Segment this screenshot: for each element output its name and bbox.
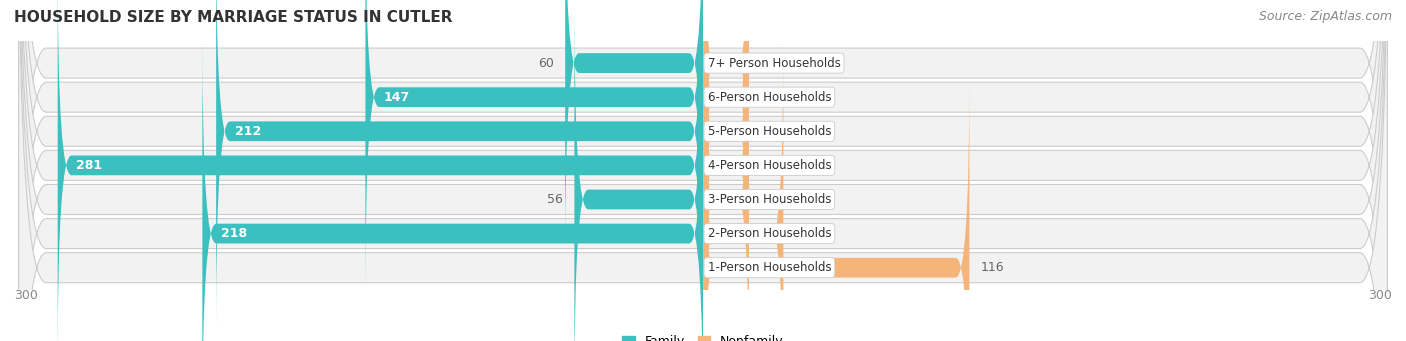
- Text: 4-Person Households: 4-Person Households: [707, 159, 831, 172]
- Text: 218: 218: [221, 227, 247, 240]
- FancyBboxPatch shape: [366, 0, 703, 292]
- Text: 56: 56: [547, 193, 562, 206]
- Text: 212: 212: [235, 125, 260, 138]
- FancyBboxPatch shape: [18, 0, 1388, 341]
- FancyBboxPatch shape: [703, 0, 749, 326]
- Text: 300: 300: [14, 289, 38, 302]
- FancyBboxPatch shape: [703, 0, 749, 341]
- Text: 0: 0: [761, 159, 769, 172]
- Text: 0: 0: [761, 125, 769, 138]
- FancyBboxPatch shape: [18, 0, 1388, 341]
- Text: 116: 116: [981, 261, 1004, 274]
- Text: 147: 147: [384, 91, 411, 104]
- FancyBboxPatch shape: [217, 0, 703, 326]
- FancyBboxPatch shape: [58, 0, 703, 341]
- FancyBboxPatch shape: [18, 0, 1388, 341]
- Text: 281: 281: [76, 159, 103, 172]
- Text: 2-Person Households: 2-Person Households: [707, 227, 831, 240]
- Text: 6-Person Households: 6-Person Households: [707, 91, 831, 104]
- Text: 1-Person Households: 1-Person Households: [707, 261, 831, 274]
- Text: 300: 300: [1368, 289, 1392, 302]
- FancyBboxPatch shape: [703, 73, 969, 341]
- Text: 0: 0: [761, 193, 769, 206]
- Text: HOUSEHOLD SIZE BY MARRIAGE STATUS IN CUTLER: HOUSEHOLD SIZE BY MARRIAGE STATUS IN CUT…: [14, 10, 453, 25]
- Text: 0: 0: [761, 91, 769, 104]
- FancyBboxPatch shape: [703, 0, 749, 258]
- FancyBboxPatch shape: [703, 5, 749, 341]
- FancyBboxPatch shape: [703, 0, 749, 292]
- Text: Source: ZipAtlas.com: Source: ZipAtlas.com: [1258, 10, 1392, 23]
- FancyBboxPatch shape: [565, 0, 703, 258]
- FancyBboxPatch shape: [18, 0, 1388, 341]
- Text: 7+ Person Households: 7+ Person Households: [707, 57, 841, 70]
- FancyBboxPatch shape: [575, 5, 703, 341]
- Text: 5-Person Households: 5-Person Households: [707, 125, 831, 138]
- Text: 0: 0: [761, 57, 769, 70]
- FancyBboxPatch shape: [202, 39, 703, 341]
- FancyBboxPatch shape: [18, 0, 1388, 341]
- Text: 35: 35: [794, 227, 811, 240]
- Legend: Family, Nonfamily: Family, Nonfamily: [617, 330, 789, 341]
- Text: 3-Person Households: 3-Person Households: [707, 193, 831, 206]
- FancyBboxPatch shape: [18, 0, 1388, 341]
- Text: 60: 60: [538, 57, 554, 70]
- FancyBboxPatch shape: [18, 0, 1388, 341]
- FancyBboxPatch shape: [703, 39, 783, 341]
